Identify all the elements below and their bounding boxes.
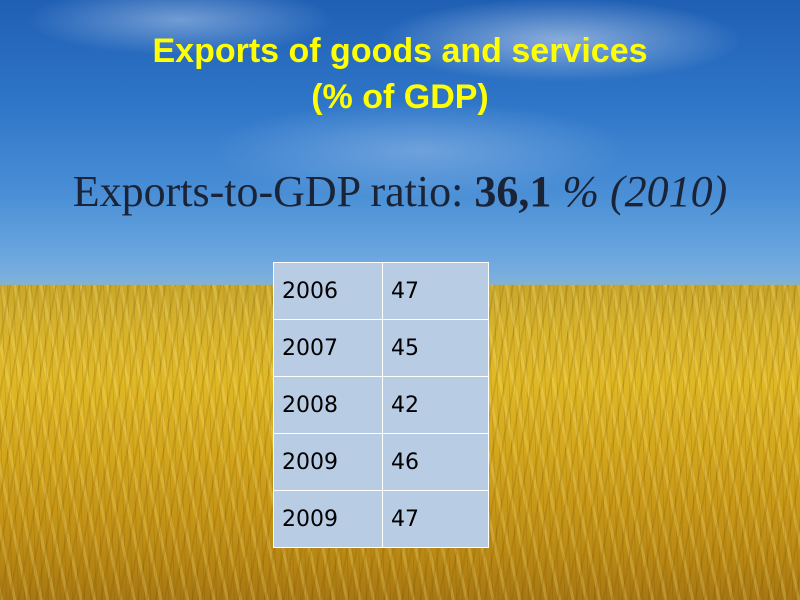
- exports-table: 2006 47 2007 45 2008 42 2009 46 2009 47: [273, 262, 489, 548]
- title-line-2: (% of GDP): [311, 78, 489, 116]
- value-cell: 46: [382, 433, 489, 491]
- ratio-year: % (2010): [562, 167, 728, 216]
- table-row: 2008 42: [273, 376, 489, 434]
- year-cell: 2009: [273, 433, 383, 491]
- table-row: 2009 46: [273, 433, 489, 491]
- table-row: 2007 45: [273, 319, 489, 377]
- ratio-label: Exports-to-GDP ratio:: [72, 167, 464, 216]
- year-cell: 2008: [273, 376, 383, 434]
- ratio-value: 36,1: [474, 167, 552, 216]
- value-cell: 42: [382, 376, 489, 434]
- table-row: 2006 47: [273, 262, 489, 320]
- exports-ratio-statement: Exports-to-GDP ratio: 36,1 % (2010): [0, 162, 800, 222]
- value-cell: 47: [382, 490, 489, 548]
- value-cell: 45: [382, 319, 489, 377]
- year-cell: 2009: [273, 490, 383, 548]
- sky-background: [0, 0, 800, 300]
- table-row: 2009 47: [273, 490, 489, 548]
- slide-title: Exports of goods and services (% of GDP): [0, 28, 800, 120]
- year-cell: 2007: [273, 319, 383, 377]
- year-cell: 2006: [273, 262, 383, 320]
- value-cell: 47: [382, 262, 489, 320]
- title-line-1: Exports of goods and services: [152, 32, 648, 70]
